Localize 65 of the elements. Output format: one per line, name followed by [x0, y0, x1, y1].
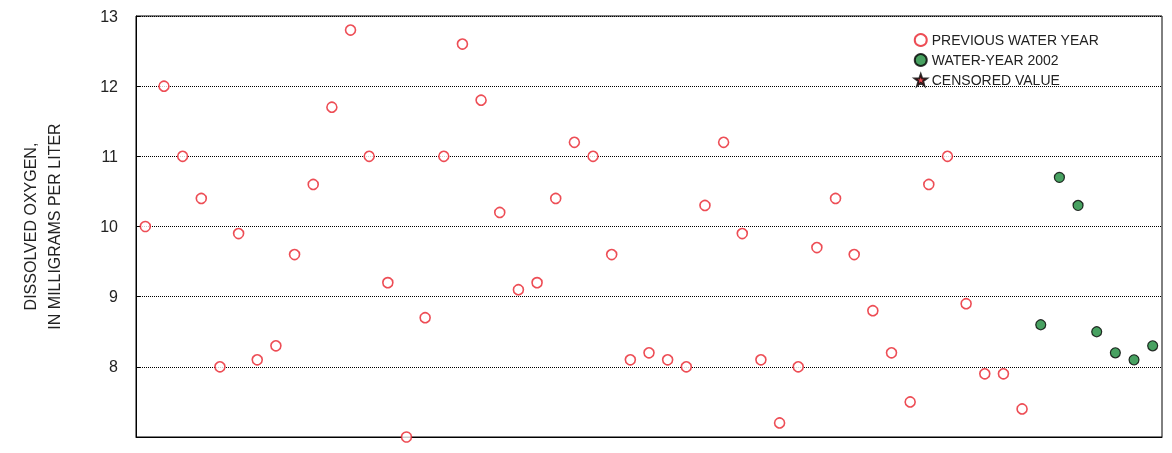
- point: [1016, 403, 1028, 415]
- point: [848, 248, 860, 261]
- point: [270, 339, 282, 352]
- point: [232, 227, 245, 240]
- point: [438, 150, 450, 163]
- point: [717, 136, 730, 149]
- point: [419, 311, 431, 324]
- point: [885, 347, 898, 359]
- y-tick-label: 13: [100, 7, 119, 25]
- legend-label: WATER-YEAR 2002: [931, 52, 1059, 68]
- point: [139, 220, 152, 233]
- point: [792, 361, 805, 373]
- point: [997, 368, 1010, 380]
- point: [680, 361, 693, 373]
- point: [923, 178, 935, 191]
- point: [456, 38, 469, 50]
- point: [978, 368, 991, 380]
- point: [1035, 319, 1047, 331]
- point: [960, 297, 972, 310]
- point: [493, 206, 506, 219]
- point: [195, 192, 208, 205]
- point: [1072, 199, 1084, 212]
- point: [549, 192, 562, 205]
- point: [158, 80, 170, 92]
- point: [568, 136, 581, 149]
- point: [512, 283, 525, 296]
- point: [288, 248, 301, 261]
- point: [307, 178, 320, 191]
- y-tick-label: 11: [101, 147, 119, 165]
- point: [904, 396, 916, 408]
- y-tick-label: 8: [109, 358, 119, 376]
- point: [867, 304, 879, 317]
- point: [661, 354, 674, 366]
- point: [475, 94, 487, 106]
- legend-label: PREVIOUS WATER YEAR: [931, 32, 1099, 48]
- point: [176, 150, 189, 163]
- point: [587, 150, 599, 163]
- point: [251, 354, 264, 366]
- point: [699, 199, 711, 212]
- point: [941, 150, 954, 163]
- point: [1109, 347, 1121, 359]
- point: [736, 227, 749, 240]
- point: [400, 431, 413, 443]
- y-tick-label: 9: [109, 288, 119, 306]
- point: [326, 101, 338, 114]
- point: [214, 361, 226, 373]
- point: [1053, 171, 1065, 183]
- point: [643, 347, 655, 359]
- point: [811, 241, 823, 254]
- point: [1091, 326, 1103, 338]
- y-tick-label: 12: [100, 77, 119, 95]
- point: [363, 150, 375, 163]
- y-tick-label: 10: [100, 218, 119, 235]
- legend-label: CENSORED VALUE: [931, 72, 1060, 88]
- point: [605, 248, 618, 261]
- point: [773, 417, 786, 429]
- point: [531, 276, 543, 289]
- point: [1128, 354, 1140, 366]
- point: [755, 354, 767, 366]
- point: [344, 24, 357, 36]
- y-axis-title: DISSOLVED OXYGEN, IN MILLIGRAMS PER LITER: [21, 123, 63, 330]
- point: [1147, 340, 1159, 352]
- point: [382, 276, 394, 289]
- point: [624, 354, 637, 366]
- point: [829, 192, 842, 205]
